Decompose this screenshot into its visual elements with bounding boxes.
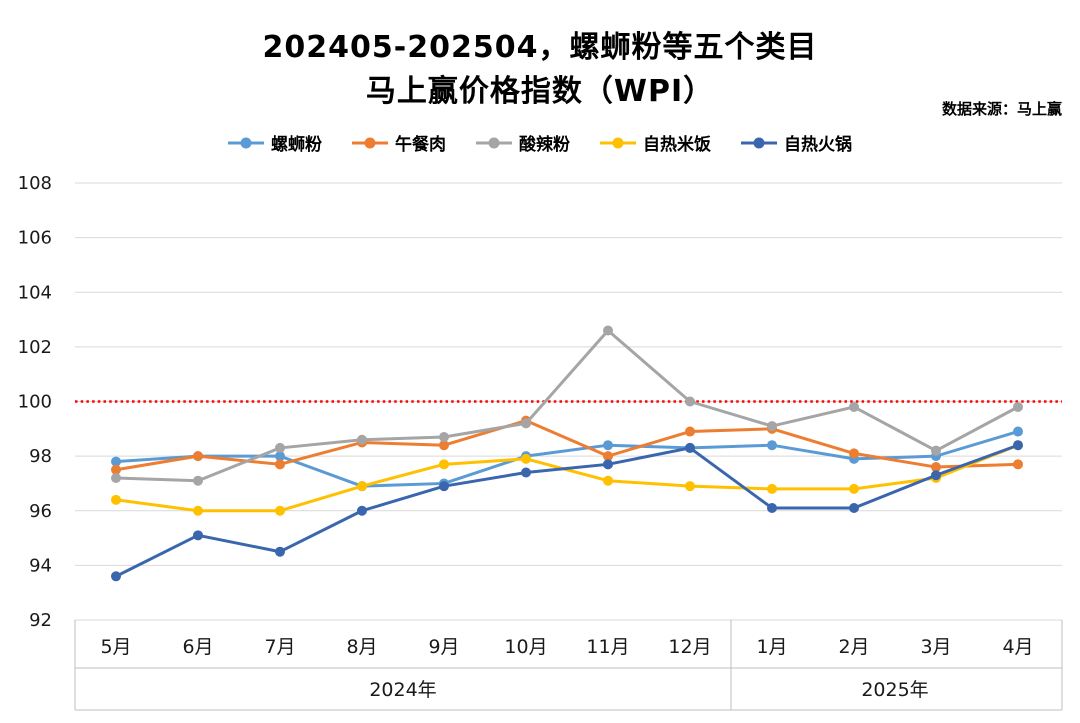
series-line-自热火锅 [114, 443, 1020, 578]
data-point [193, 530, 203, 541]
x-axis-month-label: 2月 [838, 636, 869, 658]
x-axis-month-label: 7月 [264, 636, 295, 658]
x-axis-month-label: 12月 [668, 636, 711, 658]
x-axis-month-label: 10月 [504, 636, 547, 658]
data-point [193, 475, 203, 486]
x-axis-month-label: 1月 [756, 636, 787, 658]
data-point [111, 456, 121, 467]
legend-item-午餐肉: 午餐肉 [352, 130, 446, 155]
chart-title-line1: 202405-202504，螺蛳粉等五个类目 [262, 30, 818, 65]
data-point [1013, 401, 1023, 412]
data-point [111, 472, 121, 483]
data-point [521, 467, 531, 478]
legend-label: 自热米饭 [643, 135, 711, 155]
y-axis-tick-label: 106 [18, 228, 52, 249]
data-point [849, 448, 859, 459]
data-point [1013, 426, 1023, 437]
x-axis-year-label: 2024年 [369, 679, 436, 701]
legend-item-自热米饭: 自热米饭 [600, 130, 711, 155]
x-axis-month-label: 11月 [586, 636, 629, 658]
data-point [439, 432, 449, 443]
y-axis-tick-label: 92 [29, 610, 52, 631]
series-line-螺蛳粉 [114, 430, 1020, 488]
data-point [931, 462, 941, 473]
legend-label: 自热火锅 [784, 135, 852, 155]
y-axis-tick-label: 98 [29, 446, 52, 467]
x-axis-month-label: 8月 [346, 636, 377, 658]
y-axis-tick-label: 108 [18, 173, 52, 194]
x-axis-year-label: 2025年 [861, 679, 928, 701]
legend-marker-icon [741, 137, 777, 148]
data-point [603, 451, 613, 462]
data-point [767, 483, 777, 494]
series-line-午餐肉 [114, 419, 1020, 472]
data-point [767, 503, 777, 514]
data-point [357, 434, 367, 445]
data-point [849, 503, 859, 514]
legend-label: 酸辣粉 [519, 135, 570, 155]
data-point [275, 451, 285, 462]
data-point [439, 440, 449, 451]
data-point [1013, 459, 1023, 470]
data-point [357, 505, 367, 516]
legend-marker-icon [476, 137, 512, 148]
series-line-酸辣粉 [114, 328, 1020, 483]
legend-label: 午餐肉 [395, 135, 446, 155]
data-point [685, 442, 695, 453]
x-axis-month-label: 9月 [428, 636, 459, 658]
data-point [1013, 440, 1023, 451]
legend-label: 螺蛳粉 [271, 135, 322, 155]
data-point [521, 453, 531, 464]
data-point [275, 459, 285, 470]
chart-legend: 螺蛳粉 午餐肉 酸辣粉 自热米饭 自热火锅 [0, 130, 1080, 155]
data-point [685, 426, 695, 437]
y-axis-tick-label: 102 [18, 337, 52, 358]
data-point [849, 401, 859, 412]
data-point [767, 421, 777, 432]
data-point [111, 571, 121, 582]
data-point [193, 505, 203, 516]
legend-item-螺蛳粉: 螺蛳粉 [228, 130, 322, 155]
x-axis-month-label: 5月 [100, 636, 131, 658]
data-point [685, 396, 695, 407]
chart-title-line2: 马上赢价格指数（WPI） [365, 74, 715, 109]
data-point [931, 470, 941, 481]
y-axis-tick-label: 100 [18, 392, 52, 413]
data-point [521, 418, 531, 429]
data-point [931, 445, 941, 456]
data-point [849, 483, 859, 494]
data-source-note: 数据来源：马上赢 [941, 100, 1062, 118]
data-point [357, 481, 367, 492]
x-axis-month-label: 4月 [1002, 636, 1033, 658]
data-point [603, 459, 613, 470]
x-axis-month-label: 6月 [182, 636, 213, 658]
y-axis-tick-label: 104 [18, 282, 52, 303]
data-point [685, 481, 695, 492]
data-point [767, 440, 777, 451]
data-point [603, 325, 613, 336]
data-point [275, 505, 285, 516]
data-point [111, 494, 121, 505]
data-point [275, 546, 285, 557]
legend-item-自热火锅: 自热火锅 [741, 130, 852, 155]
legend-item-酸辣粉: 酸辣粉 [476, 130, 570, 155]
data-point [603, 475, 613, 486]
y-axis-tick-label: 96 [29, 501, 52, 522]
legend-marker-icon [228, 137, 264, 148]
data-point [439, 481, 449, 492]
data-point [275, 442, 285, 453]
x-axis-month-label: 3月 [920, 636, 951, 658]
data-point [193, 451, 203, 462]
y-axis-tick-label: 94 [29, 555, 52, 576]
data-point [111, 464, 121, 475]
legend-marker-icon [600, 137, 636, 148]
data-point [439, 459, 449, 470]
legend-marker-icon [352, 137, 388, 148]
data-point [603, 440, 613, 451]
